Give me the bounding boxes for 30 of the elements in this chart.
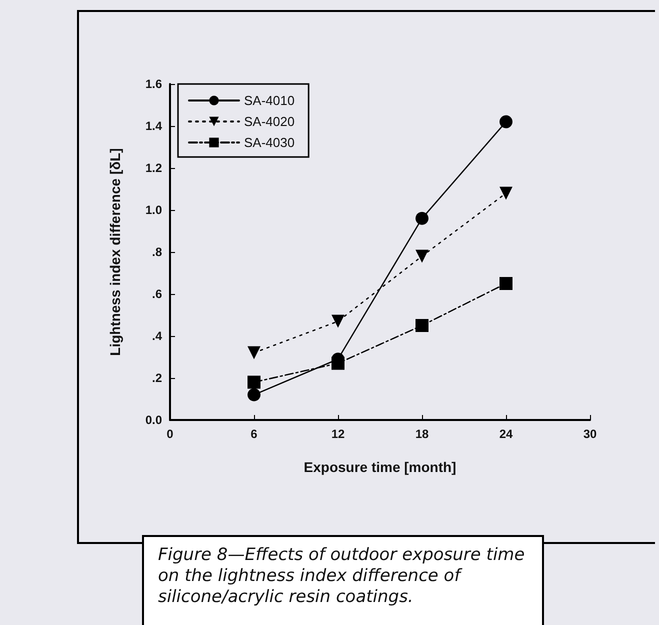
x-tick-label: 24 — [499, 427, 513, 441]
point — [248, 376, 260, 389]
y-tick-label: 1.2 — [145, 161, 162, 175]
point — [416, 212, 428, 225]
point — [332, 314, 344, 328]
point — [500, 115, 512, 128]
x-axis-title: Exposure time [month] — [304, 459, 456, 475]
y-tick-label: .2 — [152, 371, 162, 385]
legend-label: SA-4030 — [244, 135, 295, 150]
legend-label: SA-4020 — [244, 114, 295, 129]
point — [416, 250, 428, 263]
y-tick-label: .8 — [152, 245, 162, 259]
y-tick-label: 1.4 — [145, 119, 162, 133]
x-tick-label: 12 — [331, 427, 345, 441]
x-tick-label: 30 — [583, 427, 597, 441]
y-axis-title: Lightness index difference [δL] — [107, 148, 123, 356]
y-tick-label: 1.0 — [145, 203, 162, 217]
y-tick-label: .6 — [152, 287, 162, 301]
point — [248, 388, 260, 402]
point — [416, 319, 428, 332]
point — [248, 346, 260, 360]
y-tick-label: 0.0 — [145, 413, 162, 427]
y-tick-label: 1.6 — [145, 77, 162, 91]
x-tick-label: 18 — [415, 427, 429, 441]
x-tick-label: 6 — [250, 427, 258, 441]
point — [500, 277, 512, 290]
x-tick-label: 0 — [166, 427, 174, 441]
point — [500, 186, 512, 200]
y-tick-label: .4 — [152, 329, 162, 343]
legend-label: SA-4010 — [244, 93, 295, 108]
